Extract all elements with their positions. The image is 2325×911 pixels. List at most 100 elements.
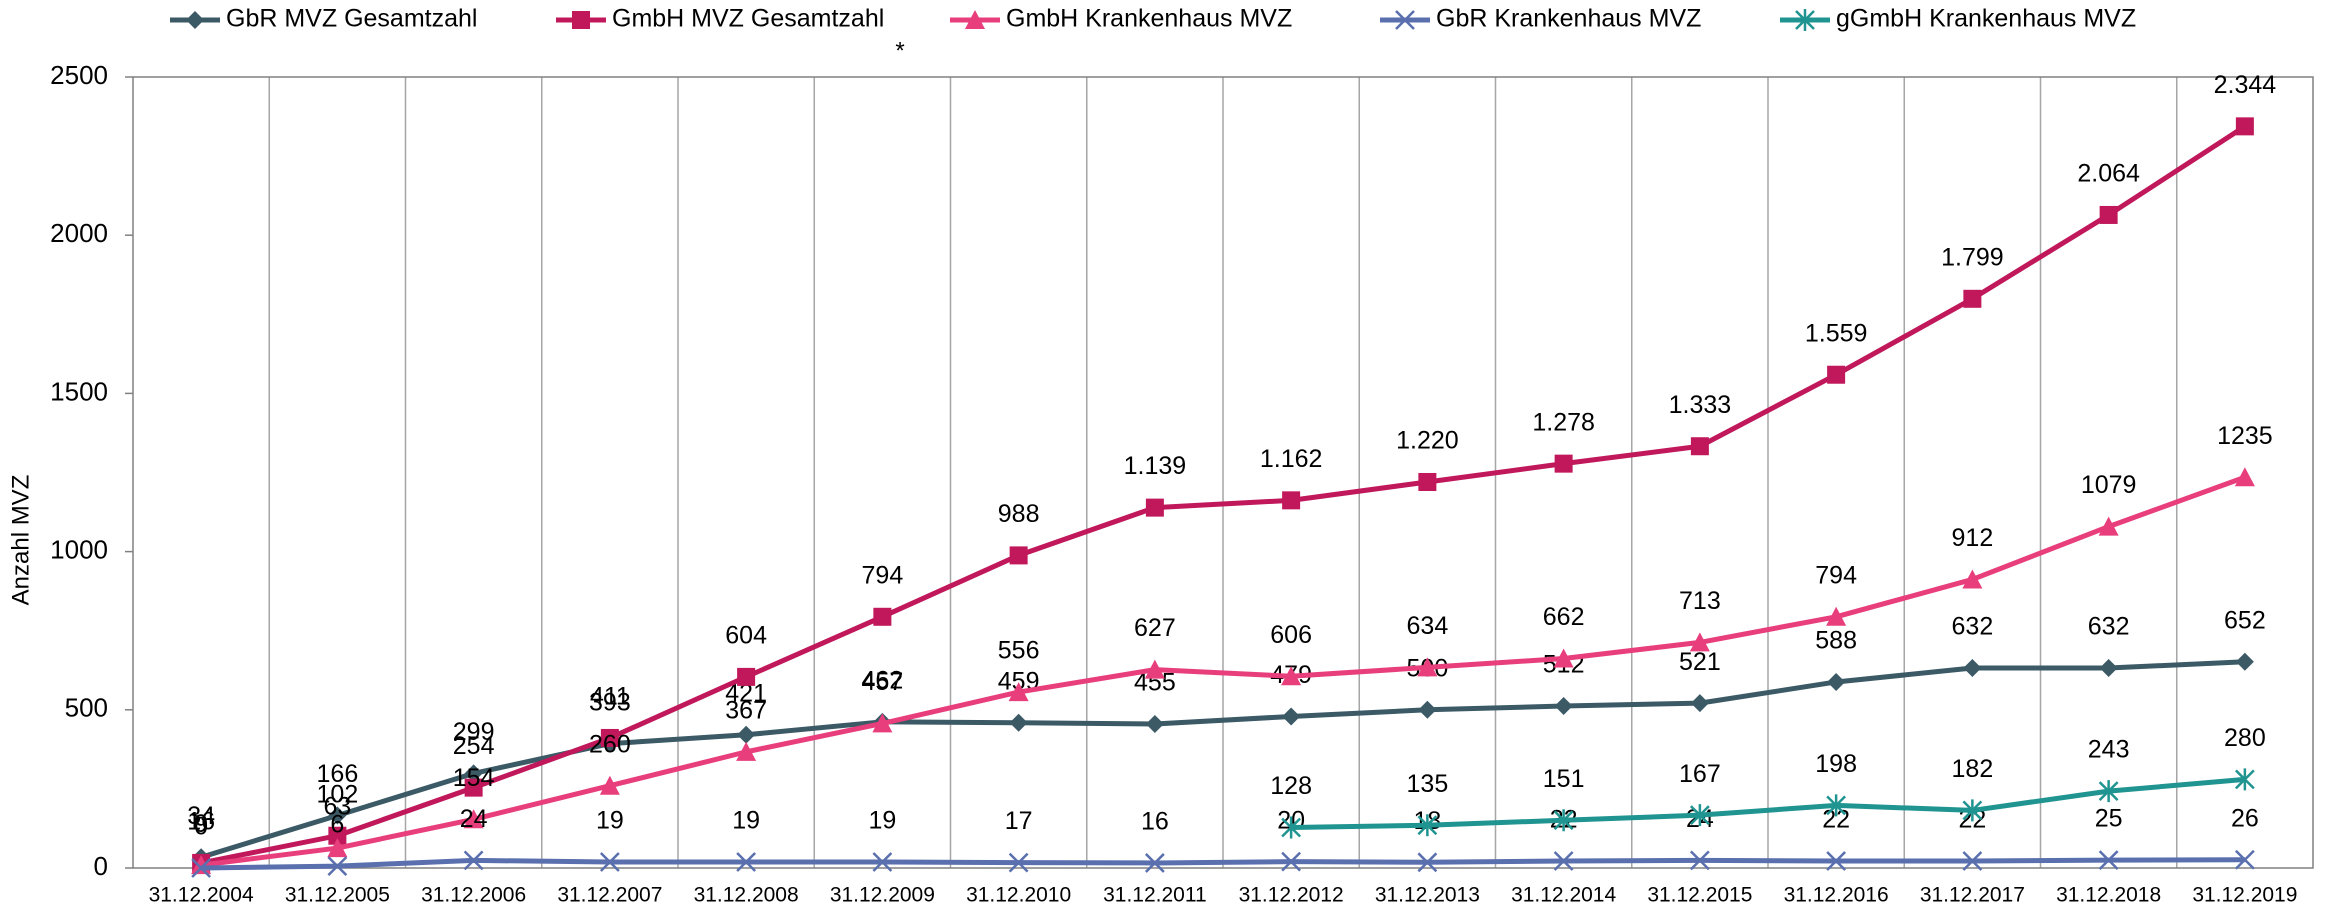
data-label: 299 [453,718,495,746]
marker [2235,652,2254,671]
data-label: 588 [1815,627,1857,655]
data-label: 604 [725,622,767,650]
marker [1689,804,1710,827]
marker [1282,707,1301,726]
marker [1009,546,1028,565]
data-label: 167 [1679,760,1721,788]
marker [572,11,590,29]
data-label: 1.220 [1396,427,1459,455]
data-label: 280 [2224,724,2266,752]
x-tick-label: 31.12.2016 [1784,884,1889,907]
marker [965,10,985,29]
data-label: 260 [589,730,631,758]
marker [191,858,212,878]
series-line [200,659,2245,860]
data-label: 6 [330,811,344,839]
marker [328,806,347,825]
x-tick-label: 31.12.2017 [1920,884,2025,907]
marker [1145,715,1164,734]
data-label: 16 [187,808,215,836]
marker [599,852,620,872]
data-label: 151 [1543,765,1585,793]
marker [1690,437,1709,456]
data-label: 198 [1815,750,1857,778]
x-tick-label: 31.12.2004 [149,884,254,907]
y-axis-label: Anzahl MVZ [7,475,34,606]
marker [2098,850,2119,870]
marker [1395,10,1415,30]
data-label: 19 [868,807,896,835]
data-label: 135 [1407,770,1449,798]
data-label: 1.333 [1669,391,1732,419]
marker [327,838,348,858]
data-label: 166 [317,760,359,788]
data-label: 632 [2088,613,2130,641]
marker [1418,472,1437,491]
data-label: 411 [590,683,630,711]
data-label: 2.344 [2214,71,2277,99]
marker [464,764,483,783]
marker [2099,659,2118,678]
data-label: 0 [194,813,208,841]
plot-frame [132,76,2314,869]
marker [2098,516,2119,536]
data-label: 24 [460,805,488,833]
marker [463,809,484,829]
marker [1962,569,1983,589]
series-line [200,474,2246,868]
marker [1417,814,1438,837]
x-tick-label: 31.12.2015 [1647,884,1752,907]
data-label: 26 [2231,804,2259,832]
marker [737,725,756,744]
y-tick-label: 0 [94,851,108,881]
data-label: 632 [1952,613,1994,641]
marker [186,11,204,29]
marker [1963,659,1982,678]
data-label: 462 [862,666,904,694]
marker [873,607,892,626]
marker [1962,799,1983,822]
marker [1553,648,1574,668]
marker [1827,672,1846,691]
x-tick-label: 31.12.2008 [694,884,799,907]
data-label: 16 [1141,808,1169,836]
x-tick-label: 31.12.2009 [830,884,935,907]
data-label: 128 [1270,772,1312,800]
marker [872,713,893,733]
legend-label: GbR Krankenhaus MVZ [1436,5,1701,33]
marker [1826,851,1847,871]
marker [1281,816,1302,839]
data-label: 9 [194,810,208,838]
marker [1554,454,1573,473]
series-line [201,857,2245,871]
data-label: 393 [589,688,631,716]
legend-label: GmbH MVZ Gesamtzahl [612,5,884,33]
x-tick-label: 31.12.2018 [2056,884,2161,907]
legend-label: GmbH Krankenhaus MVZ [1006,5,1292,33]
marker [1008,852,1029,873]
marker [2099,205,2118,224]
data-label: 1.139 [1124,452,1187,480]
data-label: 63 [323,793,351,821]
marker [599,775,620,795]
x-tick-label: 31.12.2010 [966,884,1071,907]
marker [1009,713,1028,732]
data-label: 19 [596,807,624,835]
data-label: 1079 [2081,471,2137,499]
marker [1144,853,1165,873]
marker [1795,9,1815,31]
x-tick-label: 31.12.2006 [421,884,526,907]
marker [1418,700,1437,719]
data-label: 102 [317,780,359,808]
marker [1282,491,1301,510]
data-label: 1.799 [1941,243,2004,271]
x-tick-label: 31.12.2013 [1375,884,1480,907]
y-tick-label: 2000 [50,218,108,248]
data-label: 243 [2088,736,2130,764]
data-label: 154 [453,764,495,792]
marker [328,826,347,845]
series-line [1291,776,2246,831]
legend-label: GbR MVZ Gesamtzahl [226,5,477,33]
data-label: 457 [862,668,904,696]
legend-label: gGmbH Krankenhaus MVZ [1836,5,2136,33]
